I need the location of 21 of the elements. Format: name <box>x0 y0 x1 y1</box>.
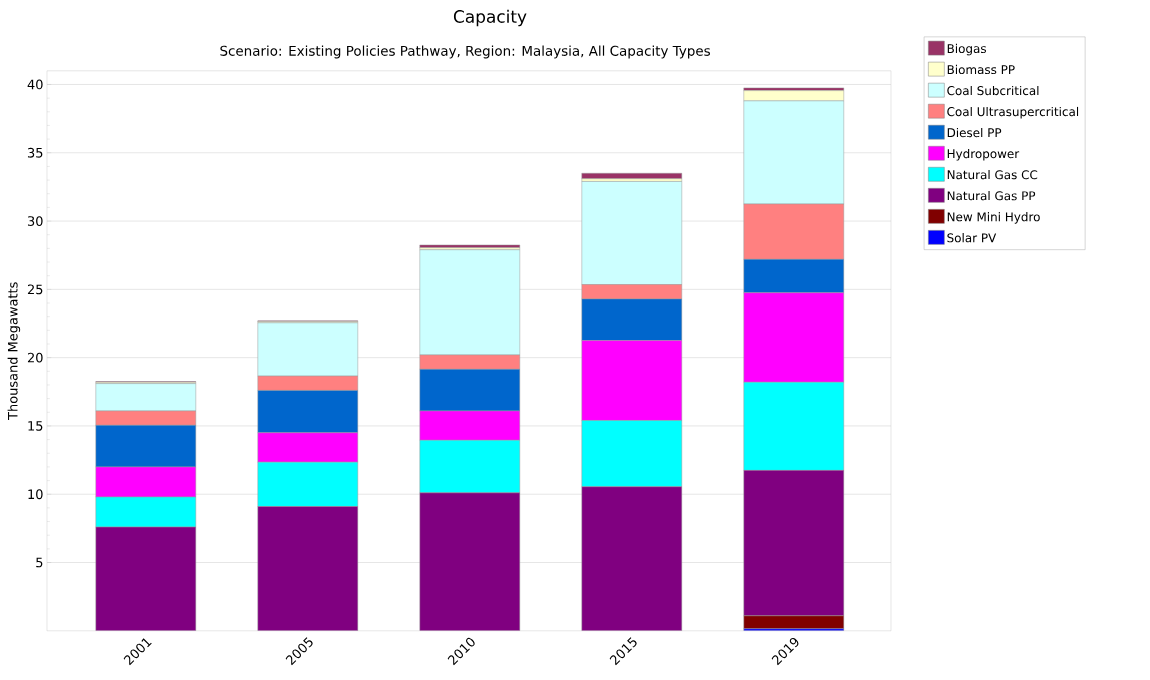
legend-label: Hydropower <box>947 148 1020 161</box>
y-tick-label: 25 <box>27 284 43 295</box>
y-tick-label: 10 <box>28 489 43 500</box>
legend-label: Natural Gas CC <box>947 170 1038 180</box>
legend-label: Coal Subcritical <box>947 85 1039 96</box>
y-axis-title: Thousand Megawatts <box>7 282 21 420</box>
y-tick-label: 15 <box>28 421 43 431</box>
y-tick-label: 35 <box>27 147 43 158</box>
y-tick-label: 30 <box>27 216 43 226</box>
y-tick-label: 20 <box>27 352 43 363</box>
legend-label: Biomass PP <box>947 64 1015 75</box>
y-tick-label: 40 <box>27 79 43 90</box>
legend-label: Solar PV <box>947 233 997 243</box>
legend-label: Biogas <box>947 43 986 56</box>
legend-label: Natural Gas PP <box>947 191 1036 201</box>
y-tick-label: 5 <box>36 557 43 568</box>
chart-title: Capacity <box>453 9 527 27</box>
legend-label: Diesel PP <box>947 127 1002 138</box>
legend-label: New Mini Hydro <box>947 212 1040 224</box>
chart-subtitle: Scenario: Existing Policies Pathway, Region: Malaysia, All Capacity Types <box>220 45 710 59</box>
legend-label: Coal Ultrasupercritical <box>947 106 1079 119</box>
